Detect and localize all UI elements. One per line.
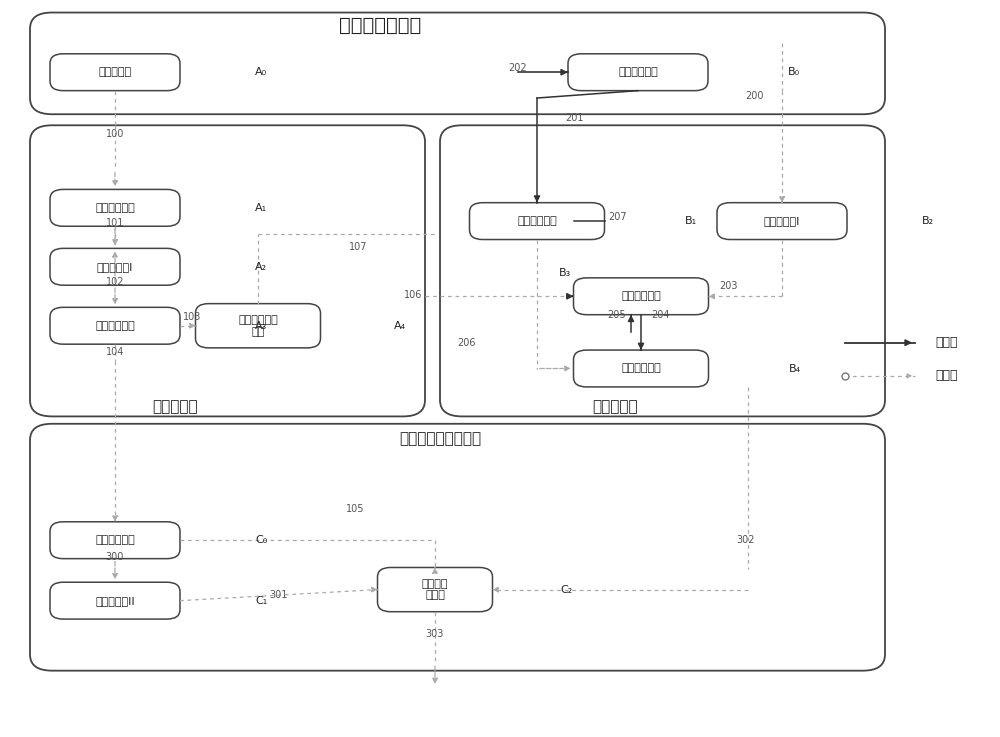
Text: 100: 100: [106, 129, 124, 139]
Text: 107: 107: [349, 242, 367, 252]
Text: 200: 200: [746, 91, 764, 101]
Text: 信息流: 信息流: [935, 369, 957, 383]
FancyBboxPatch shape: [50, 522, 180, 559]
Text: 视频音频
成模块: 视频音频 成模块: [422, 579, 448, 601]
Text: A₀: A₀: [255, 67, 267, 77]
FancyBboxPatch shape: [574, 350, 708, 387]
Text: C₂: C₂: [560, 584, 573, 595]
FancyBboxPatch shape: [378, 567, 492, 612]
FancyBboxPatch shape: [196, 304, 320, 348]
Text: 301: 301: [269, 590, 287, 601]
FancyBboxPatch shape: [30, 125, 425, 416]
Text: 音频采集模块: 音频采集模块: [95, 203, 135, 213]
Text: 音频缓冲区I: 音频缓冲区I: [97, 262, 133, 272]
Text: 106: 106: [404, 290, 422, 300]
Text: 300: 300: [106, 552, 124, 562]
Text: A₂: A₂: [255, 262, 267, 272]
FancyBboxPatch shape: [50, 248, 180, 285]
Text: 103: 103: [183, 312, 201, 322]
FancyBboxPatch shape: [30, 13, 885, 114]
FancyBboxPatch shape: [50, 54, 180, 91]
Text: B₄: B₄: [788, 363, 801, 374]
Text: 302: 302: [737, 535, 755, 545]
Text: 云台控制中心: 云台控制中心: [517, 216, 557, 226]
Text: 音频增强模块: 音频增强模块: [95, 535, 135, 545]
Text: 104: 104: [106, 347, 124, 357]
Text: 203: 203: [719, 281, 737, 291]
FancyBboxPatch shape: [50, 307, 180, 344]
FancyBboxPatch shape: [568, 54, 708, 91]
Text: 视频工作区: 视频工作区: [592, 399, 638, 414]
Text: B₁: B₁: [684, 216, 697, 226]
Text: 音频工作区: 音频工作区: [152, 399, 198, 414]
FancyBboxPatch shape: [30, 424, 885, 671]
Text: 音频追踪定位
模块: 音频追踪定位 模块: [238, 315, 278, 337]
Text: 图像识别模块: 图像识别模块: [621, 363, 661, 374]
Text: 206: 206: [457, 338, 475, 348]
Text: 303: 303: [426, 629, 444, 639]
Text: C₀: C₀: [255, 535, 267, 545]
FancyBboxPatch shape: [717, 203, 847, 240]
Text: 麦克风阵列: 麦克风阵列: [98, 67, 132, 77]
Text: 205: 205: [608, 310, 626, 321]
FancyBboxPatch shape: [50, 582, 180, 619]
Text: 集成传感器硬件: 集成传感器硬件: [339, 16, 421, 35]
FancyBboxPatch shape: [440, 125, 885, 416]
FancyBboxPatch shape: [574, 278, 708, 315]
Text: A₁: A₁: [255, 203, 267, 213]
Text: 控制流: 控制流: [935, 336, 957, 349]
Text: 202: 202: [509, 63, 527, 73]
Text: 立体视觉装置: 立体视觉装置: [618, 67, 658, 77]
Text: A₃: A₃: [255, 321, 267, 331]
Text: 图像处理模块: 图像处理模块: [621, 291, 661, 301]
Text: B₀: B₀: [788, 67, 800, 77]
Text: 音频去噪模块: 音频去噪模块: [95, 321, 135, 331]
Text: B₂: B₂: [922, 216, 934, 226]
Text: 视频缓冲区I: 视频缓冲区I: [764, 216, 800, 226]
FancyBboxPatch shape: [470, 203, 604, 240]
Text: 207: 207: [609, 212, 627, 223]
Text: B₃: B₃: [559, 268, 571, 278]
FancyBboxPatch shape: [50, 189, 180, 226]
Text: 105: 105: [346, 503, 364, 514]
Text: 204: 204: [651, 310, 669, 321]
Text: 201: 201: [566, 113, 584, 123]
Text: 102: 102: [106, 276, 124, 287]
Text: A₄: A₄: [394, 321, 406, 331]
Text: C₁: C₁: [255, 595, 267, 606]
Text: 音频缓冲区II: 音频缓冲区II: [95, 595, 135, 606]
Text: 视频音频合成工作区: 视频音频合成工作区: [399, 431, 481, 446]
Text: 101: 101: [106, 217, 124, 228]
